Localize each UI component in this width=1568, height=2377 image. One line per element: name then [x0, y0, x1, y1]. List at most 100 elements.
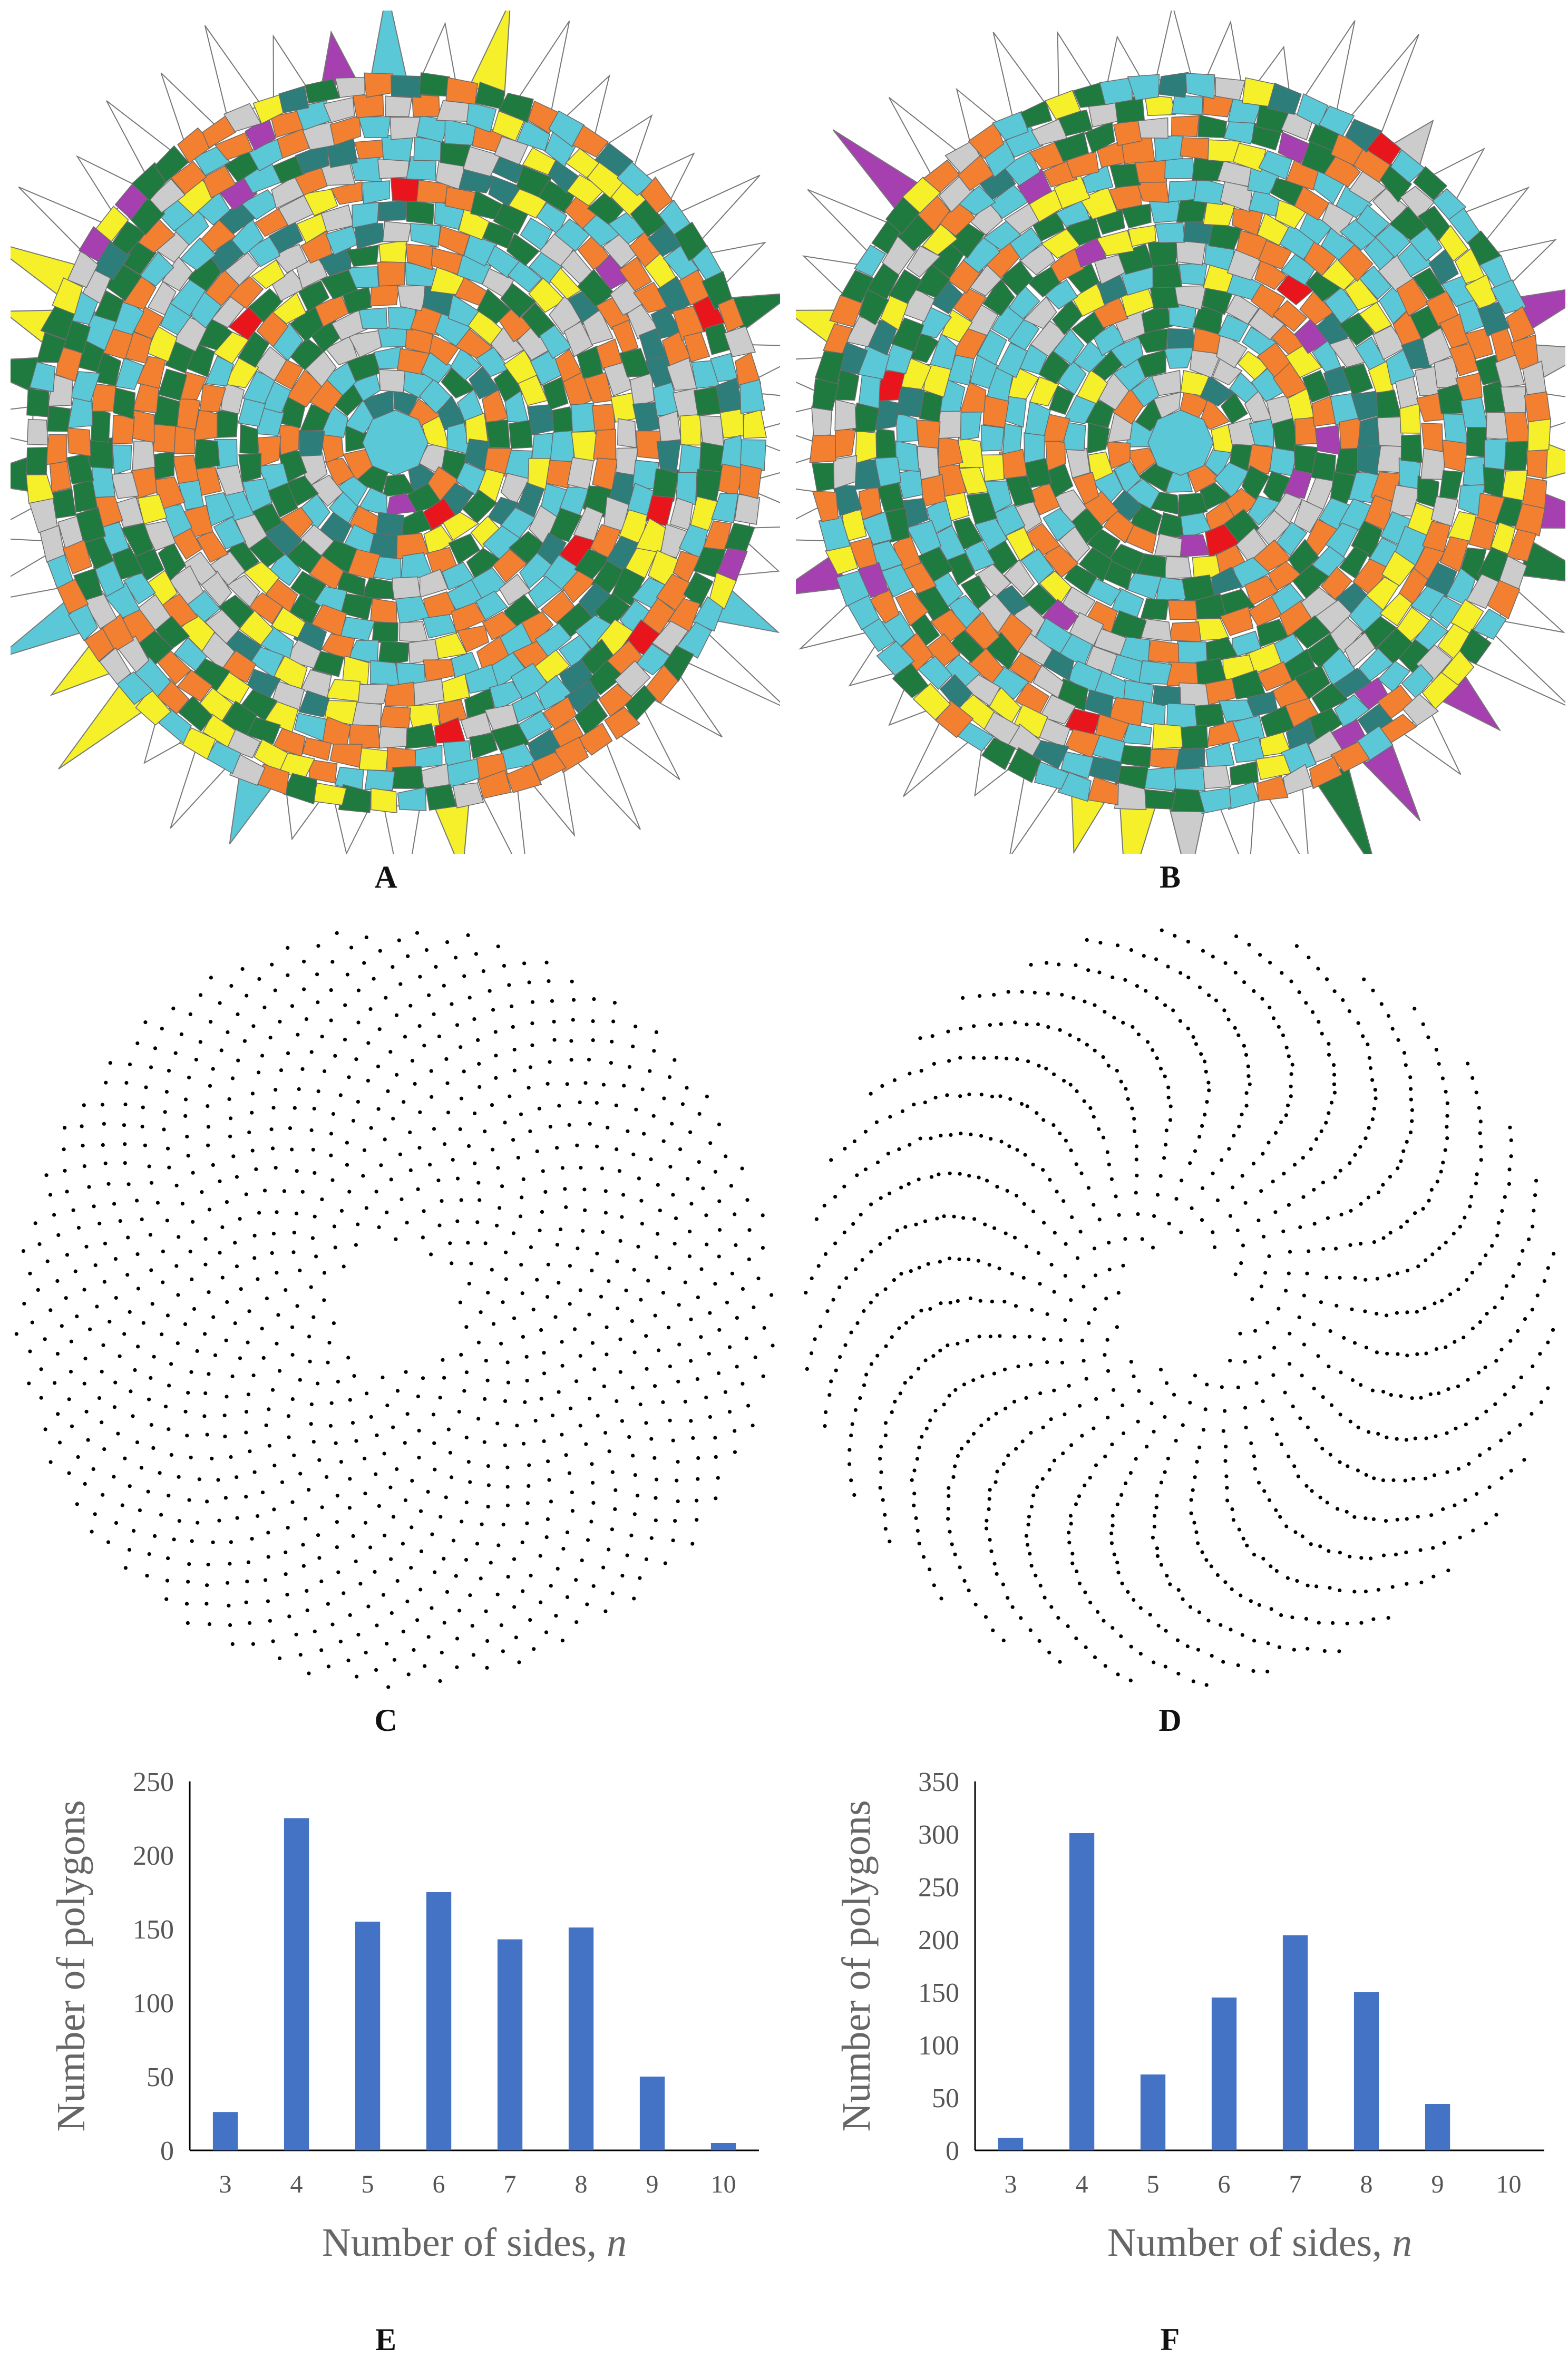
point — [1075, 1256, 1080, 1260]
point — [82, 1103, 86, 1107]
point — [1413, 1211, 1417, 1215]
voronoi-cell — [194, 438, 220, 470]
point — [320, 1505, 324, 1509]
point — [444, 1057, 449, 1061]
point — [671, 1193, 675, 1197]
point — [203, 1332, 207, 1336]
point — [1381, 1553, 1386, 1557]
point — [560, 1363, 564, 1368]
point — [1456, 1384, 1460, 1388]
point — [512, 1557, 517, 1561]
point — [446, 1427, 451, 1431]
point — [1083, 999, 1087, 1004]
voronoi-cell — [214, 132, 254, 161]
point — [630, 1319, 634, 1323]
voronoi-cell — [123, 571, 156, 605]
point — [434, 965, 438, 969]
point — [862, 1309, 866, 1313]
voronoi-cell — [325, 679, 361, 702]
point — [909, 1269, 913, 1273]
point — [1302, 1293, 1306, 1298]
point — [557, 1390, 561, 1394]
point — [612, 1000, 617, 1005]
point — [1362, 977, 1366, 981]
point — [992, 1562, 997, 1566]
point — [485, 1665, 489, 1670]
voronoi-cell — [508, 531, 546, 564]
point — [505, 1465, 510, 1469]
point — [1243, 1406, 1248, 1410]
voronoi-cell — [406, 703, 441, 729]
point — [1364, 1516, 1368, 1521]
point — [143, 1020, 148, 1025]
point — [862, 1383, 866, 1387]
point — [547, 1478, 551, 1482]
point — [979, 1134, 983, 1138]
point — [265, 1297, 269, 1301]
point — [1353, 1276, 1357, 1280]
point — [716, 1371, 721, 1376]
y-tick-label: 100 — [918, 2031, 959, 2061]
voronoi-cell — [378, 200, 409, 221]
point — [418, 1110, 422, 1114]
point — [453, 956, 458, 960]
point — [1114, 1194, 1118, 1199]
point — [1092, 1203, 1096, 1207]
point — [1519, 1375, 1523, 1379]
voronoi-cell — [437, 699, 468, 725]
point — [389, 1557, 393, 1561]
voronoi-cell — [204, 492, 235, 527]
point — [543, 1190, 548, 1194]
point — [520, 1195, 524, 1200]
point — [926, 1262, 930, 1266]
voronoi-cell — [915, 584, 951, 621]
point — [1442, 1541, 1446, 1545]
point — [1267, 1498, 1272, 1502]
point — [1064, 1138, 1068, 1143]
point — [560, 1433, 564, 1437]
point — [1204, 1558, 1209, 1562]
point — [1292, 1648, 1296, 1652]
voronoi-cell — [57, 515, 84, 549]
point — [903, 1225, 908, 1229]
point — [1474, 1090, 1478, 1095]
point — [639, 1298, 643, 1302]
point — [668, 1165, 673, 1169]
point — [291, 1250, 296, 1254]
point — [315, 972, 319, 977]
point — [958, 1056, 962, 1060]
point — [1324, 977, 1329, 981]
voronoi-cell — [1230, 669, 1266, 700]
point — [48, 1308, 53, 1312]
voronoi-cell — [1053, 328, 1085, 365]
point — [638, 1402, 642, 1407]
point — [1016, 1365, 1020, 1369]
point — [1088, 1601, 1093, 1605]
point — [287, 1435, 291, 1439]
point — [1437, 1246, 1442, 1250]
voronoi-cell — [241, 189, 281, 220]
point — [1487, 1447, 1492, 1451]
point — [1034, 1573, 1038, 1577]
point — [1352, 1341, 1357, 1345]
point — [637, 1176, 641, 1181]
voronoi-cell — [154, 145, 189, 183]
point — [634, 1025, 638, 1029]
point — [101, 1143, 105, 1147]
point — [313, 1629, 317, 1633]
point — [883, 1527, 888, 1531]
point — [1159, 1563, 1163, 1567]
point — [966, 1439, 970, 1444]
point — [1171, 1008, 1175, 1012]
point — [1396, 1166, 1400, 1171]
voronoi-cell — [1152, 685, 1181, 707]
point — [951, 1475, 956, 1479]
point — [464, 1435, 469, 1439]
voronoi-cell — [158, 541, 187, 582]
point — [1205, 1382, 1209, 1387]
point — [717, 1122, 722, 1126]
point — [928, 1418, 932, 1423]
point — [1404, 1438, 1408, 1442]
voronoi-cell — [1338, 498, 1373, 531]
point — [511, 1025, 515, 1029]
